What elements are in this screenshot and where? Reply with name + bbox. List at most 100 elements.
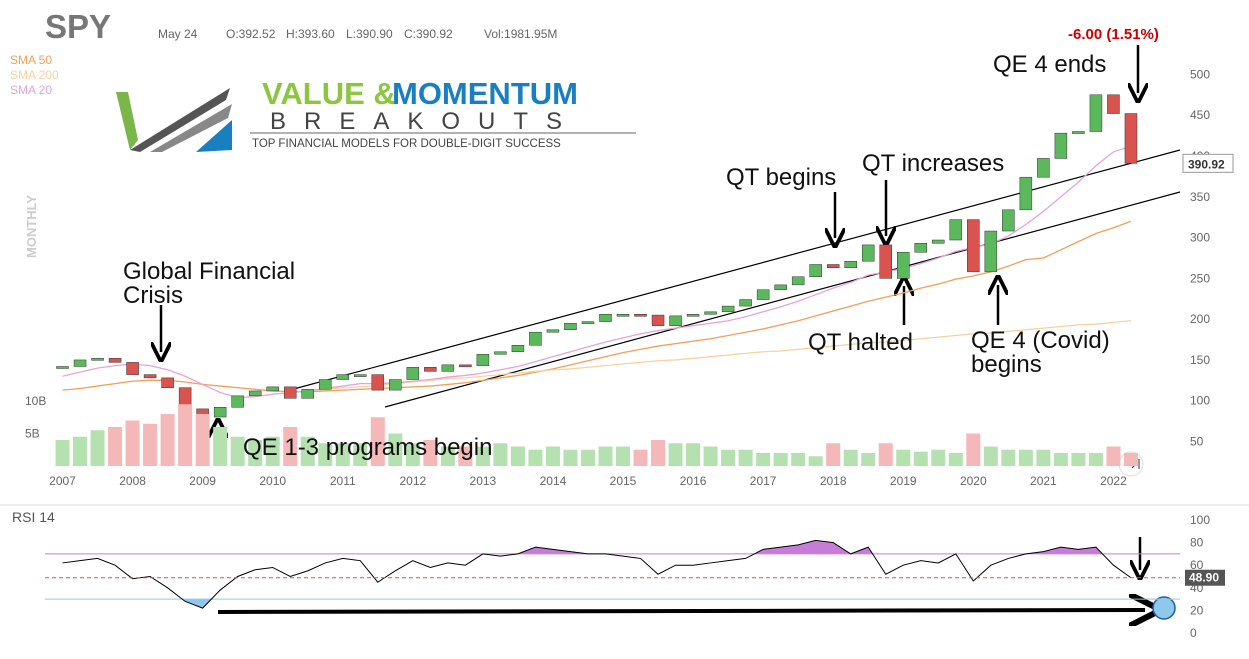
volume-bar [1053,453,1068,466]
volume-bar [405,443,420,466]
candle [844,260,857,269]
candle [756,289,770,300]
close: C:390.92 [404,27,453,41]
volume-bar [493,443,508,466]
legend-entry: SMA 50 [10,53,52,67]
logo-text: VALUE & [262,76,396,111]
annotation: QT halted [808,329,913,356]
logo-shape [150,104,232,152]
volume-bar [966,433,981,466]
x-tick-label: 2010 [259,474,286,488]
volume-bar [913,451,928,466]
y-tick-label: 350 [1190,190,1210,204]
logo-shape [116,92,138,150]
x-tick-label: 2014 [540,474,567,488]
volume-bar [143,423,158,466]
candle [564,322,577,331]
y-tick-label: 100 [1190,394,1210,408]
candle [301,389,314,399]
legend-entry: SMA 200 [10,68,59,82]
y-tick-label: 80 [1190,536,1204,550]
change: -6.00 (1.51%) [1068,26,1159,43]
candle [1089,94,1103,132]
volume-bar [1071,453,1086,466]
volume-bar [843,449,858,466]
legend-entry: SMA 20 [10,83,52,97]
volume-bar [1088,453,1103,466]
logo-text: BREAKOUTS [270,108,580,135]
candle [91,358,104,361]
volume-bar [896,449,911,466]
candle [914,243,928,253]
volume-bar [73,436,88,466]
candle [126,362,139,375]
x-tick-label: 2022 [1100,474,1127,488]
volume-bar [878,443,893,466]
sma-line [307,320,1132,392]
candle [616,314,630,317]
logo-tagline: TOP FINANCIAL MODELS FOR DOUBLE-DIGIT SU… [252,138,561,150]
volume-bar [580,449,595,466]
candle [318,379,332,390]
annotation: QE 1-3 programs begin [243,434,492,461]
candle [809,264,822,277]
candle [424,367,437,372]
candle [73,359,87,367]
logo-text: MOMENTUM [392,76,578,111]
rsi-line [62,539,1132,609]
candle [266,386,279,392]
candle [161,377,174,388]
volume-bar [861,453,876,466]
marker-circle [1152,596,1176,620]
volume-bar [125,420,140,466]
arrows [161,45,1145,612]
y-tick-label: 200 [1190,312,1210,326]
candle [371,374,385,391]
volume-bar [55,440,70,466]
volume-bar [335,443,350,466]
volume-bar [353,443,368,466]
y-tick-label: 5B [25,427,40,441]
volume-bar [90,430,105,466]
candle [984,230,998,273]
candle [599,314,612,322]
x-tick-label: 2008 [119,474,146,488]
x-tick-label: 2007 [49,474,76,488]
y-tick-label: 250 [1190,271,1210,285]
candle [1019,176,1033,211]
volume-bar [1036,449,1051,466]
volume-bar [318,443,333,466]
logo: VALUE & MOMENTUM BREAKOUTS TOP FINANCIAL… [116,76,636,152]
x-tick-label: 2011 [330,474,356,488]
volume-bar [370,417,385,466]
volume-bar [948,453,963,466]
high: H:393.60 [286,27,335,41]
volume-bar [475,446,490,466]
volume-bar [651,440,666,466]
rsi-title: RSI 14 [12,509,55,525]
y-tick-label: 60 [1190,558,1204,572]
candle [354,374,367,377]
candle [634,314,647,317]
y-tick-label: 300 [1190,231,1210,245]
annotation: QT increases [862,150,1004,177]
candle [721,305,735,313]
candle [1107,94,1120,114]
candle [774,284,787,291]
x-tick-label: 2019 [890,474,917,488]
volume-bar [686,443,701,466]
volume-bar [756,453,771,466]
volume-bar [283,427,298,466]
volume-bar [265,436,280,466]
candle [511,345,525,353]
volume: Vol:1981.95M [484,27,557,41]
x-tick-label: 2012 [399,474,426,488]
volume-bar [230,436,245,466]
x-tick-label: 2021 [1030,474,1057,488]
volume-bar [721,449,736,466]
volume-bar [195,414,210,466]
rsi-fill [62,599,1131,609]
low: L:390.90 [346,27,393,41]
volume-bar [563,449,578,466]
